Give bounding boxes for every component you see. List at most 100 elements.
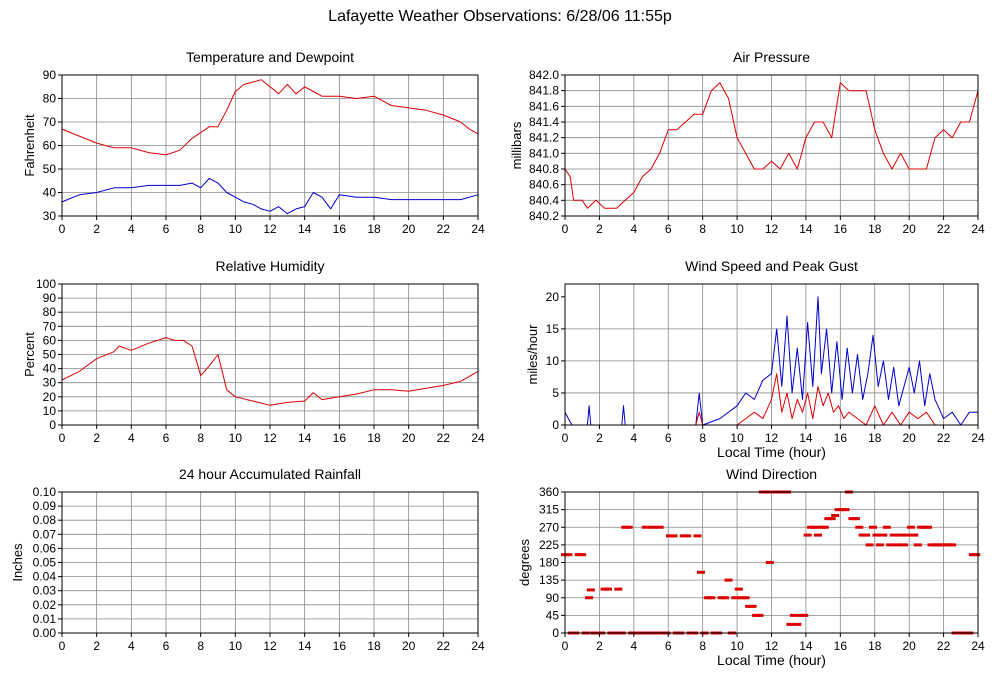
wind-direction-xtick-label: 16 — [834, 639, 848, 653]
wind-direction-point — [893, 543, 902, 547]
wind-direction-point — [803, 533, 812, 537]
rainfall-chart: 0 2 4 6 8 10 12 14 16 18 20 22 240.000.010.020.030.0… — [10, 466, 485, 653]
wind-direction-point — [721, 596, 730, 600]
temperature-xtick-label: 24 — [471, 222, 485, 236]
wind-direction-point — [765, 561, 774, 564]
wind-direction-point — [924, 525, 933, 529]
wind-speed-ytick-label: 10 — [546, 354, 560, 368]
wind-direction-point — [972, 553, 981, 557]
humidity-ytick-label: 50 — [43, 348, 57, 362]
rainfall-ytick-label: 0.05 — [33, 556, 57, 570]
pressure-title: Air Pressure — [733, 49, 810, 65]
rainfall-xtick-label: 8 — [197, 639, 204, 653]
pressure-series-line-1 — [564, 82, 979, 209]
wind-direction-point — [604, 587, 613, 591]
humidity-series-line-1 — [61, 337, 479, 406]
pressure-ytick-label: 840.4 — [529, 193, 559, 207]
wind-direction-ytick-label: 315 — [539, 503, 559, 517]
temperature-xtick-label: 2 — [93, 222, 100, 236]
wind-direction-point — [827, 517, 836, 521]
rainfall-xtick-label: 22 — [437, 639, 451, 653]
temperature-xtick-label: 10 — [229, 222, 243, 236]
humidity-xtick-label: 8 — [197, 431, 204, 445]
wind-direction-xtick-label: 10 — [730, 639, 744, 653]
wind-speed-xtick-label: 24 — [971, 431, 985, 445]
wind-speed-xlabel: Local Time (hour) — [717, 444, 826, 460]
humidity-chart: 0 2 4 6 8 10 12 14 16 18 20 22 240102030405060708090… — [22, 258, 485, 445]
wind-direction-ytick-label: 180 — [539, 556, 559, 570]
temperature-ytick-label: 70 — [43, 115, 57, 129]
wind-direction-point — [748, 604, 757, 608]
humidity-xtick-label: 20 — [402, 431, 416, 445]
rainfall-ylabel: Inches — [10, 543, 25, 582]
wind-direction-xlabel: Local Time (hour) — [717, 652, 826, 668]
wind-direction-point — [851, 517, 860, 521]
temperature-ylabel: Fahrenheit — [22, 114, 37, 177]
rainfall-ytick-label: 0.04 — [33, 570, 57, 584]
wind-direction-point — [886, 543, 895, 547]
humidity-ytick-label: 60 — [43, 333, 57, 347]
wind-direction-point — [693, 534, 702, 538]
wind-direction-point — [913, 543, 922, 547]
wind-speed-ytick-label: 15 — [546, 322, 560, 336]
rainfall-xtick-label: 20 — [402, 639, 416, 653]
wind-speed-xtick-label: 18 — [868, 431, 882, 445]
wind-speed-xtick-label: 16 — [834, 431, 848, 445]
temperature-ytick-label: 90 — [43, 68, 57, 82]
temperature-series-line-2 — [61, 177, 479, 215]
temperature-xtick-label: 16 — [333, 222, 347, 236]
humidity-ytick-label: 80 — [43, 305, 57, 319]
humidity-ytick-label: 0 — [49, 418, 56, 432]
humidity-ytick-label: 30 — [43, 376, 57, 390]
wind-direction-ytick-label: 0 — [552, 626, 559, 640]
humidity-xtick-label: 12 — [263, 431, 277, 445]
temperature-series-line-1 — [61, 79, 479, 156]
pressure-ytick-label: 842.0 — [529, 68, 559, 82]
pressure-xtick-label: 14 — [799, 222, 813, 236]
pressure-xtick-label: 16 — [834, 222, 848, 236]
humidity-ytick-label: 90 — [43, 291, 57, 305]
wind-speed-xtick-label: 14 — [799, 431, 813, 445]
wind-direction-point — [820, 525, 829, 529]
temperature-ytick-label: 30 — [43, 209, 57, 223]
temperature-xtick-label: 8 — [197, 222, 204, 236]
rainfall-ytick-label: 0.01 — [33, 612, 57, 626]
rainfall-ytick-label: 0.08 — [33, 513, 57, 527]
wind-direction-point — [648, 525, 657, 529]
humidity-xtick-label: 14 — [298, 431, 312, 445]
rainfall-xtick-label: 0 — [59, 639, 66, 653]
humidity-ytick-label: 20 — [43, 390, 57, 404]
humidity-title: Relative Humidity — [216, 258, 325, 274]
wind-speed-xtick-label: 2 — [596, 431, 603, 445]
pressure-xtick-label: 24 — [971, 222, 985, 236]
rainfall-xtick-label: 4 — [128, 639, 135, 653]
wind-direction-point — [707, 596, 716, 600]
wind-speed-ytick-label: 0 — [552, 418, 559, 432]
pressure-xtick-label: 4 — [630, 222, 637, 236]
pressure-ytick-label: 841.0 — [529, 146, 559, 160]
wind-speed-xtick-label: 8 — [699, 431, 706, 445]
rainfall-xtick-label: 10 — [229, 639, 243, 653]
temperature-title: Temperature and Dewpoint — [186, 49, 354, 65]
wind-speed-ytick-label: 20 — [546, 290, 560, 304]
wind-direction-point — [669, 534, 678, 538]
pressure-ytick-label: 841.8 — [529, 84, 559, 98]
temperature-xtick-label: 6 — [163, 222, 170, 236]
temperature-xtick-label: 18 — [367, 222, 381, 236]
wind-direction-point — [875, 543, 884, 547]
temperature-xtick-label: 0 — [59, 222, 66, 236]
wind-direction-xtick-label: 24 — [971, 639, 985, 653]
wind-direction-xtick-label: 12 — [765, 639, 779, 653]
temperature-chart: 0 2 4 6 8 10 12 14 16 18 20 22 2430405060708090Tempe… — [22, 49, 485, 236]
wind-speed-xtick-label: 22 — [937, 431, 951, 445]
wind-direction-point — [641, 525, 650, 529]
humidity-ytick-label: 70 — [43, 319, 57, 333]
wind-speed-ylabel: miles/hour — [525, 324, 540, 385]
wind-direction-point — [586, 588, 595, 592]
wind-direction-point — [741, 596, 750, 600]
wind-direction-point — [731, 596, 740, 600]
wind-direction-point — [865, 543, 874, 547]
rainfall-ytick-label: 0.07 — [33, 527, 57, 541]
wind-speed-xtick-label: 6 — [665, 431, 672, 445]
